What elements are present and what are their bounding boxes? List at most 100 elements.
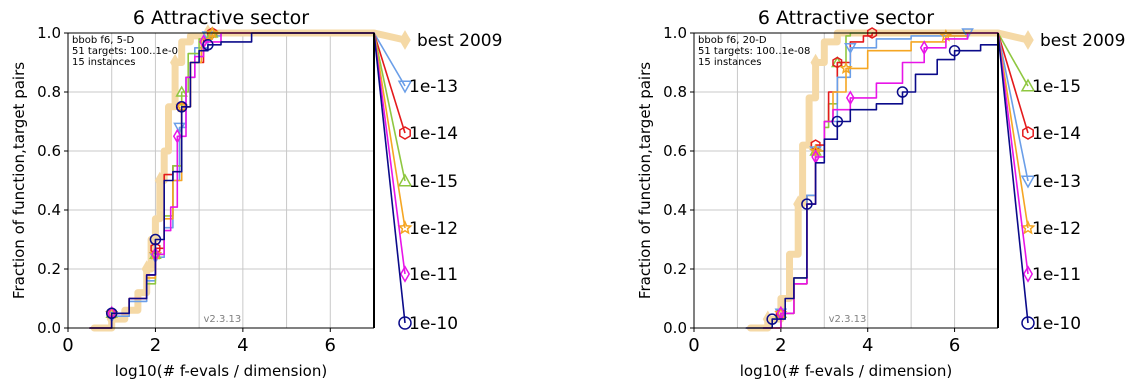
data-point bbox=[896, 86, 909, 98]
x-tick-label: 2 bbox=[775, 335, 786, 356]
series-line bbox=[89, 32, 375, 329]
data-point bbox=[793, 195, 804, 213]
x-tick-label: 6 bbox=[325, 335, 336, 356]
data-point bbox=[105, 307, 118, 319]
legend-connector bbox=[997, 32, 1029, 87]
legend-marker bbox=[397, 80, 413, 94]
legend-label: best 2009 bbox=[417, 31, 502, 51]
legend-connector bbox=[997, 32, 1029, 134]
y-tick-label: 0.6 bbox=[37, 142, 61, 160]
y-axis-label: Fraction of function,target pairs bbox=[10, 62, 28, 299]
chart-panel-2: 6 Attractive sector bbob f6, 20-D51 targe… bbox=[636, 7, 1125, 380]
data-point bbox=[866, 27, 878, 39]
data-point bbox=[202, 39, 214, 51]
legend-label: 1e-14 bbox=[1032, 124, 1081, 144]
x-axis-label: log10(# f-evals / dimension) bbox=[740, 362, 952, 380]
legend-marker bbox=[1021, 316, 1035, 330]
series-line bbox=[89, 32, 375, 329]
legend-label: 1e-11 bbox=[409, 265, 458, 285]
legend-connector bbox=[997, 32, 1029, 229]
legend-connector bbox=[373, 32, 406, 87]
legend-label: 1e-10 bbox=[1032, 314, 1081, 334]
data-point bbox=[170, 53, 181, 72]
legend-label: 1e-14 bbox=[409, 124, 458, 144]
legend-marker bbox=[1020, 78, 1036, 92]
y-tick-label: 0.2 bbox=[663, 260, 687, 278]
legend-connector bbox=[373, 29, 406, 44]
legend-marker bbox=[1022, 30, 1034, 50]
legend-marker bbox=[397, 220, 413, 235]
legend-label: 1e-12 bbox=[409, 219, 458, 239]
info-line: 15 instances bbox=[698, 57, 761, 68]
data-point bbox=[808, 144, 823, 157]
chart-title: 6 Attractive sector bbox=[758, 7, 934, 29]
info-line: 51 targets: 100..1e-08 bbox=[72, 46, 184, 57]
data-point bbox=[172, 128, 182, 144]
legend-label: 1e-11 bbox=[1032, 265, 1081, 285]
series-line bbox=[747, 29, 1002, 332]
series-line bbox=[89, 32, 375, 329]
legend-connector bbox=[997, 32, 1029, 275]
series-line bbox=[89, 32, 375, 329]
data-point bbox=[175, 85, 188, 97]
data-point bbox=[175, 101, 188, 113]
info-line: bbob f6, 20-D bbox=[698, 35, 767, 46]
y-tick-label: 0.6 bbox=[663, 142, 687, 160]
legend-marker bbox=[399, 265, 411, 283]
version-label: v2.3.13 bbox=[204, 314, 242, 325]
series-1e-11: 1e-11 bbox=[762, 32, 1081, 329]
legend-marker bbox=[1020, 175, 1036, 189]
legend-connector bbox=[373, 32, 406, 229]
info-line: 15 instances bbox=[72, 57, 135, 68]
legend-marker bbox=[398, 316, 412, 330]
series-line bbox=[89, 32, 375, 329]
data-point bbox=[810, 53, 821, 72]
x-tick-label: 4 bbox=[862, 335, 873, 356]
series-best-2009: best 2009 bbox=[90, 24, 502, 332]
legend-label: 1e-13 bbox=[409, 77, 458, 97]
version-label: v2.3.13 bbox=[829, 314, 867, 325]
chart-panel-1: 6 Attractive sector bbob f6, 5-D51 target… bbox=[10, 7, 502, 380]
data-point bbox=[832, 56, 843, 69]
y-axis-label: Fraction of function,target pairs bbox=[636, 62, 654, 299]
info-line: 51 targets: 100..1e-08 bbox=[698, 46, 810, 57]
legend-label: 1e-13 bbox=[1032, 172, 1081, 192]
info-line: bbob f6, 5-D bbox=[72, 35, 135, 46]
y-tick-label: 0.0 bbox=[663, 319, 687, 337]
x-tick-label: 4 bbox=[237, 335, 248, 356]
chart-title: 6 Attractive sector bbox=[133, 7, 309, 29]
x-axis-label: log10(# f-evals / dimension) bbox=[115, 362, 327, 380]
legend-label: 1e-15 bbox=[1032, 77, 1081, 97]
data-point bbox=[831, 115, 844, 128]
legend-connector bbox=[373, 32, 406, 134]
legend-connector bbox=[373, 32, 406, 275]
y-tick-label: 1.0 bbox=[663, 24, 687, 42]
data-point bbox=[205, 26, 219, 39]
legend-marker bbox=[399, 126, 411, 140]
data-point bbox=[149, 233, 162, 246]
x-tick-label: 6 bbox=[949, 335, 960, 356]
x-tick-label: 2 bbox=[150, 335, 161, 356]
series-line bbox=[89, 32, 375, 329]
legend-marker bbox=[399, 30, 411, 50]
series-line bbox=[745, 41, 999, 329]
legend-marker bbox=[1022, 265, 1034, 283]
y-tick-label: 0.4 bbox=[37, 201, 61, 219]
data-point bbox=[766, 313, 778, 325]
grid bbox=[67, 32, 375, 329]
series-line bbox=[762, 32, 999, 329]
legend-connector bbox=[373, 32, 406, 182]
legend-label: best 2009 bbox=[1040, 31, 1125, 51]
y-tick-label: 0.8 bbox=[37, 83, 61, 101]
data-point bbox=[948, 44, 961, 57]
data-point bbox=[839, 61, 853, 75]
legend-label: 1e-15 bbox=[409, 172, 458, 192]
data-point bbox=[844, 43, 857, 55]
y-tick-label: 0.4 bbox=[663, 201, 687, 219]
x-tick-label: 0 bbox=[688, 335, 699, 356]
legend-marker bbox=[1022, 126, 1034, 140]
legend-marker bbox=[397, 173, 413, 187]
y-tick-label: 0.8 bbox=[663, 83, 687, 101]
y-tick-label: 0.0 bbox=[37, 319, 61, 337]
